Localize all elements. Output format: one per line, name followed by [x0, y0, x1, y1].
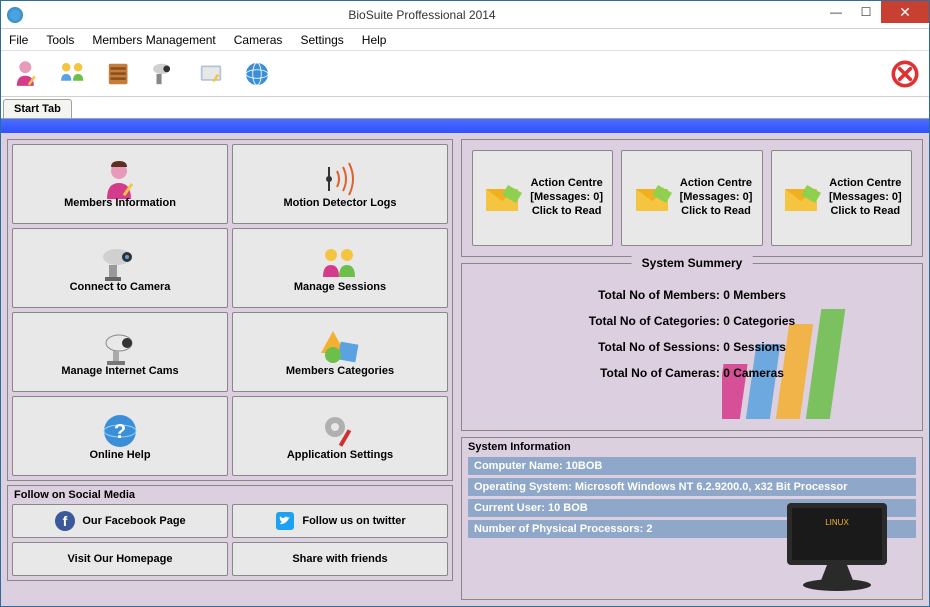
svg-text:LINUX: LINUX: [825, 518, 849, 527]
action-centre-button[interactable]: Action Centre[Messages: 0]Click to Read: [472, 150, 613, 246]
netcam-icon: [97, 327, 143, 369]
button-label: Manage Sessions: [294, 281, 386, 293]
menu-cameras[interactable]: Cameras: [234, 33, 283, 47]
button-label: Follow us on twitter: [302, 515, 405, 527]
toolbar: [1, 51, 929, 97]
social-title: Follow on Social Media: [12, 488, 448, 504]
menu-file[interactable]: File: [9, 33, 28, 47]
menubar: File Tools Members Management Cameras Se…: [1, 29, 929, 51]
action-centre-button[interactable]: Action Centre[Messages: 0]Click to Read: [771, 150, 912, 246]
member-icon: [97, 159, 143, 201]
minimize-button[interactable]: —: [821, 1, 851, 23]
camera-icon: [97, 243, 143, 285]
manage-internet-cams-button[interactable]: Manage Internet Cams: [12, 312, 228, 392]
summary-categories: Total No of Categories: 0 Categories: [589, 314, 795, 328]
action-centre-button[interactable]: Action Centre[Messages: 0]Click to Read: [621, 150, 762, 246]
sysinfo-os: Operating System: Microsoft Windows NT 6…: [468, 478, 916, 496]
app-window: BioSuite Proffessional 2014 — ☐ ✕ File T…: [0, 0, 930, 607]
toolbar-sessions-icon[interactable]: [53, 54, 93, 94]
action-centre-row: Action Centre[Messages: 0]Click to Read …: [461, 139, 923, 257]
button-label: Manage Internet Cams: [61, 365, 178, 377]
social-media-group: Follow on Social Media f Our Facebook Pa…: [7, 485, 453, 581]
tabstrip: Start Tab: [1, 97, 929, 119]
online-help-button[interactable]: ? Online Help: [12, 396, 228, 476]
members-categories-button[interactable]: Members Categories: [232, 312, 448, 392]
svg-text:f: f: [63, 513, 68, 529]
facebook-button[interactable]: f Our Facebook Page: [12, 504, 228, 538]
members-information-button[interactable]: Members Information: [12, 144, 228, 224]
sessions-icon: [317, 243, 363, 285]
categories-icon: [317, 327, 363, 369]
toolbar-camera-icon[interactable]: [145, 54, 185, 94]
button-label: Visit Our Homepage: [68, 553, 173, 565]
menu-help[interactable]: Help: [362, 33, 387, 47]
titlebar: BioSuite Proffessional 2014 — ☐ ✕: [1, 1, 929, 29]
motion-detector-logs-button[interactable]: Motion Detector Logs: [232, 144, 448, 224]
button-label: Motion Detector Logs: [283, 197, 396, 209]
close-button[interactable]: ✕: [881, 1, 929, 23]
manage-sessions-button[interactable]: Manage Sessions: [232, 228, 448, 308]
summary-members: Total No of Members: 0 Members: [598, 288, 786, 302]
system-information-group: System Information Computer Name: 10BOB …: [461, 437, 923, 600]
tab-start[interactable]: Start Tab: [3, 99, 72, 118]
app-icon: [7, 7, 23, 23]
summary-sessions: Total No of Sessions: 0 Sessions: [598, 340, 786, 354]
button-label: Members Categories: [286, 365, 394, 377]
maximize-button[interactable]: ☐: [851, 1, 881, 23]
button-label: Online Help: [89, 449, 150, 461]
settings-icon: [317, 411, 363, 453]
right-column: Action Centre[Messages: 0]Click to Read …: [461, 139, 923, 600]
envelope-icon: [781, 179, 825, 217]
twitter-button[interactable]: Follow us on twitter: [232, 504, 448, 538]
share-button[interactable]: Share with friends: [232, 542, 448, 576]
blue-bar: [1, 119, 929, 133]
menu-tools[interactable]: Tools: [46, 33, 74, 47]
button-label: Connect to Camera: [70, 281, 171, 293]
button-label: Share with friends: [292, 553, 387, 565]
menu-settings[interactable]: Settings: [300, 33, 343, 47]
toolbar-close-icon[interactable]: [887, 56, 923, 92]
monitor-icon: LINUX: [772, 495, 902, 595]
toolbar-categories-icon[interactable]: [99, 54, 139, 94]
summary-cameras: Total No of Cameras: 0 Cameras: [600, 366, 784, 380]
button-label: Members Information: [64, 197, 176, 209]
button-label: Our Facebook Page: [82, 515, 185, 527]
system-summary-group: System Summery Total No of Members: 0 Me…: [461, 263, 923, 431]
envelope-icon: [482, 179, 526, 217]
button-label: Application Settings: [287, 449, 393, 461]
connect-to-camera-button[interactable]: Connect to Camera: [12, 228, 228, 308]
motion-icon: [317, 159, 363, 201]
left-column: Members Information Motion Detector Logs…: [7, 139, 453, 600]
window-controls: — ☐ ✕: [821, 1, 929, 28]
help-icon: ?: [97, 411, 143, 453]
svg-text:?: ?: [114, 421, 126, 443]
facebook-icon: f: [54, 510, 76, 532]
homepage-button[interactable]: Visit Our Homepage: [12, 542, 228, 576]
sysinfo-computer: Computer Name: 10BOB: [468, 457, 916, 475]
sysinfo-title: System Information: [468, 440, 916, 457]
main-button-grid: Members Information Motion Detector Logs…: [7, 139, 453, 481]
twitter-icon: [274, 510, 296, 532]
content: Members Information Motion Detector Logs…: [1, 133, 929, 606]
envelope-icon: [632, 179, 676, 217]
window-title: BioSuite Proffessional 2014: [23, 8, 821, 22]
menu-members[interactable]: Members Management: [92, 33, 215, 47]
toolbar-member-icon[interactable]: [7, 54, 47, 94]
application-settings-button[interactable]: Application Settings: [232, 396, 448, 476]
toolbar-logs-icon[interactable]: [191, 54, 231, 94]
toolbar-globe-icon[interactable]: [237, 54, 277, 94]
summary-title: System Summery: [632, 256, 753, 270]
